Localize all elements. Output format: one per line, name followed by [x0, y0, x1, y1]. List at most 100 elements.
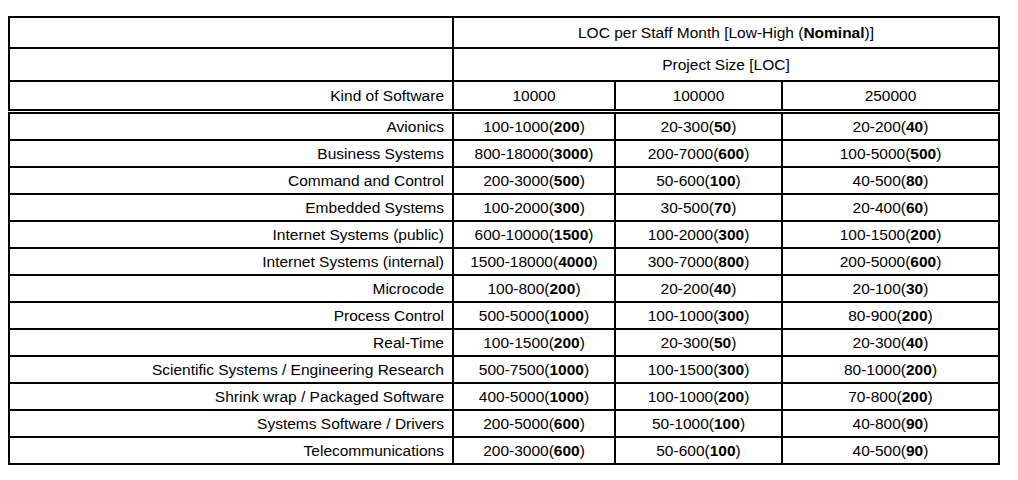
nominal-value: 60	[906, 199, 923, 216]
loc-value-cell: 200-5000(600)	[453, 410, 615, 437]
loc-value-cell: 20-100(30)	[782, 275, 999, 302]
loc-value-cell: 100-1500(200)	[453, 329, 615, 356]
loc-value-cell: 500-7500(1000)	[453, 356, 615, 383]
row-label: Embedded Systems	[9, 194, 453, 221]
loc-value-cell: 300-7000(800)	[615, 248, 782, 275]
loc-value-cell: 100-1000(200)	[453, 112, 615, 141]
kind-of-software-header: Kind of Software	[9, 81, 453, 112]
nominal-value: 50	[714, 118, 731, 135]
nominal-value: 600	[554, 442, 580, 459]
nominal-value: 200	[902, 307, 928, 324]
title-suffix: )]	[865, 24, 874, 41]
loc-value-cell: 80-1000(200)	[782, 356, 999, 383]
nominal-value: 500	[910, 145, 936, 162]
table-row: Business Systems800-18000(3000)200-7000(…	[9, 140, 999, 167]
nominal-value: 50	[714, 334, 731, 351]
loc-value-cell: 70-800(200)	[782, 383, 999, 410]
row-label: Systems Software / Drivers	[9, 410, 453, 437]
loc-value-cell: 100-5000(500)	[782, 140, 999, 167]
loc-value-cell: 20-200(40)	[782, 112, 999, 141]
table-row: Process Control500-5000(1000)100-1000(30…	[9, 302, 999, 329]
nominal-value: 1000	[550, 307, 584, 324]
loc-value-cell: 200-7000(600)	[615, 140, 782, 167]
table-row: Systems Software / Drivers200-5000(600)5…	[9, 410, 999, 437]
loc-value-cell: 50-600(100)	[615, 437, 782, 464]
loc-value-cell: 200-3000(500)	[453, 167, 615, 194]
nominal-value: 300	[554, 199, 580, 216]
loc-value-cell: 100-800(200)	[453, 275, 615, 302]
nominal-value: 600	[910, 253, 936, 270]
nominal-value: 200	[902, 388, 928, 405]
table-row: Internet Systems (internal)1500-18000(40…	[9, 248, 999, 275]
loc-value-cell: 100-1000(200)	[615, 383, 782, 410]
loc-value-cell: 600-10000(1500)	[453, 221, 615, 248]
nominal-value: 40	[906, 334, 923, 351]
table-row: Microcode100-800(200)20-200(40)20-100(30…	[9, 275, 999, 302]
title-bold: Nominal	[803, 24, 864, 41]
table-title: LOC per Staff Month [Low-High (Nominal)]	[453, 17, 999, 48]
nominal-value: 1000	[550, 361, 584, 378]
size-column-header: 250000	[782, 81, 999, 112]
nominal-value: 300	[718, 361, 744, 378]
document-page: LOC per Staff Month [Low-High (Nominal)]…	[0, 0, 1018, 480]
size-column-header: 100000	[615, 81, 782, 112]
row-label: Process Control	[9, 302, 453, 329]
loc-value-cell: 50-600(100)	[615, 167, 782, 194]
nominal-value: 1000	[550, 388, 584, 405]
nominal-value: 200	[910, 226, 936, 243]
nominal-value: 200	[554, 118, 580, 135]
nominal-value: 1500	[554, 226, 588, 243]
table-row: Telecommunications200-3000(600)50-600(10…	[9, 437, 999, 464]
loc-value-cell: 20-400(60)	[782, 194, 999, 221]
loc-value-cell: 200-5000(600)	[782, 248, 999, 275]
loc-value-cell: 200-3000(600)	[453, 437, 615, 464]
table-row: Avionics100-1000(200)20-300(50)20-200(40…	[9, 112, 999, 141]
nominal-value: 200	[550, 280, 576, 297]
nominal-value: 4000	[558, 253, 592, 270]
table-row: Command and Control200-3000(500)50-600(1…	[9, 167, 999, 194]
table-row: Embedded Systems100-2000(300)30-500(70)2…	[9, 194, 999, 221]
loc-value-cell: 100-1000(300)	[615, 302, 782, 329]
nominal-value: 100	[710, 172, 736, 189]
loc-value-cell: 30-500(70)	[615, 194, 782, 221]
nominal-value: 40	[714, 280, 731, 297]
nominal-value: 40	[906, 118, 923, 135]
loc-value-cell: 500-5000(1000)	[453, 302, 615, 329]
nominal-value: 30	[906, 280, 923, 297]
table-header: LOC per Staff Month [Low-High (Nominal)]…	[9, 17, 999, 112]
loc-value-cell: 40-500(80)	[782, 167, 999, 194]
nominal-value: 100	[710, 442, 736, 459]
loc-value-cell: 40-500(90)	[782, 437, 999, 464]
size-column-header: 10000	[453, 81, 615, 112]
loc-value-cell: 1500-18000(4000)	[453, 248, 615, 275]
nominal-value: 300	[718, 307, 744, 324]
loc-value-cell: 20-300(40)	[782, 329, 999, 356]
nominal-value: 200	[554, 334, 580, 351]
table-subtitle: Project Size [LOC]	[453, 48, 999, 81]
nominal-value: 70	[714, 199, 731, 216]
loc-productivity-table: LOC per Staff Month [Low-High (Nominal)]…	[8, 16, 1000, 465]
loc-value-cell: 100-2000(300)	[453, 194, 615, 221]
nominal-value: 3000	[554, 145, 588, 162]
row-label: Internet Systems (internal)	[9, 248, 453, 275]
loc-value-cell: 100-1500(200)	[782, 221, 999, 248]
title-prefix: LOC per Staff Month [Low-High (	[578, 24, 803, 41]
corner-blank	[9, 48, 453, 81]
nominal-value: 500	[554, 172, 580, 189]
nominal-value: 200	[718, 388, 744, 405]
loc-value-cell: 80-900(200)	[782, 302, 999, 329]
loc-value-cell: 100-2000(300)	[615, 221, 782, 248]
loc-value-cell: 20-300(50)	[615, 112, 782, 141]
corner-blank	[9, 17, 453, 48]
nominal-value: 200	[906, 361, 932, 378]
row-label: Real-Time	[9, 329, 453, 356]
nominal-value: 100	[714, 415, 740, 432]
loc-value-cell: 800-18000(3000)	[453, 140, 615, 167]
table-row: Scientific Systems / Engineering Researc…	[9, 356, 999, 383]
table-row: Internet Systems (public)600-10000(1500)…	[9, 221, 999, 248]
loc-value-cell: 20-200(40)	[615, 275, 782, 302]
column-header-row: Kind of Software 10000 100000 250000	[9, 81, 999, 112]
table-body: Avionics100-1000(200)20-300(50)20-200(40…	[9, 112, 999, 465]
row-label: Avionics	[9, 112, 453, 141]
row-label: Microcode	[9, 275, 453, 302]
